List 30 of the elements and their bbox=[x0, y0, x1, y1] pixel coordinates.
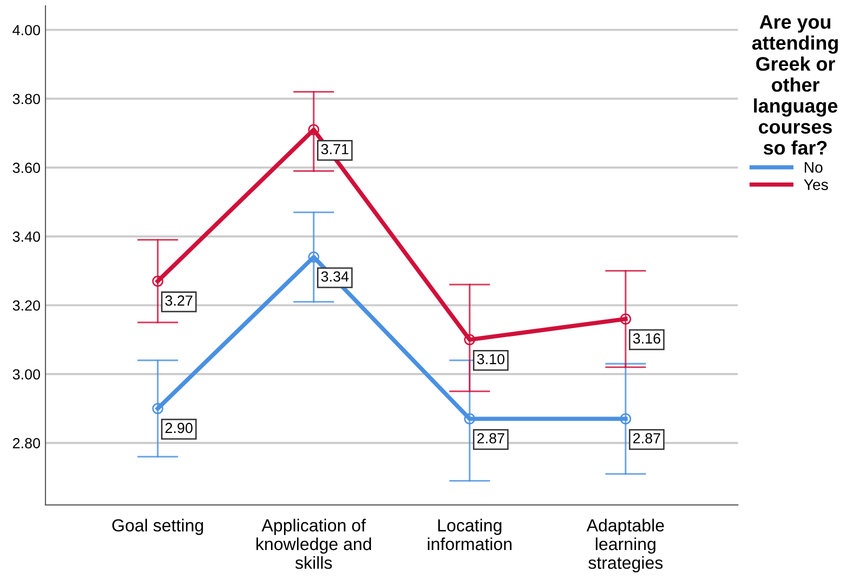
point bbox=[152, 276, 164, 287]
point bbox=[620, 313, 632, 325]
data-label: 2.87 bbox=[477, 433, 504, 444]
point bbox=[464, 334, 476, 346]
x-tick-label: Adaptable learning strategies bbox=[586, 518, 664, 572]
legend-title: Are you attending Greek or other language courses so far? bbox=[752, 15, 838, 155]
data-label: 3.27 bbox=[165, 295, 192, 306]
legend-label: Yes bbox=[804, 179, 828, 190]
data-label: 2.87 bbox=[633, 433, 660, 444]
data-label: 2.90 bbox=[165, 422, 193, 434]
data-label: 3.71 bbox=[321, 144, 348, 154]
y-tick-label: 3.40 bbox=[12, 232, 40, 242]
y-tick-label: 2.80 bbox=[12, 438, 40, 448]
y-tick-label: 3.80 bbox=[12, 94, 40, 104]
x-tick-label: Application of knowledge and skills bbox=[256, 518, 371, 569]
legend-label: No bbox=[804, 162, 822, 173]
data-label: 3.10 bbox=[477, 354, 504, 364]
data-label: 3.34 bbox=[321, 271, 349, 282]
point bbox=[308, 124, 320, 136]
point bbox=[464, 413, 476, 424]
y-tick-label: 4.00 bbox=[12, 24, 40, 36]
x-tick-label: Locating information bbox=[428, 518, 512, 550]
point bbox=[620, 413, 632, 424]
point bbox=[308, 252, 320, 263]
y-tick-label: 3.60 bbox=[12, 162, 40, 173]
y-tick-label: 3.20 bbox=[12, 300, 40, 311]
data-label: 3.16 bbox=[633, 333, 660, 344]
y-tick-label: 3.00 bbox=[12, 369, 40, 380]
x-tick-label: Goal setting bbox=[112, 518, 203, 535]
point bbox=[152, 402, 164, 414]
